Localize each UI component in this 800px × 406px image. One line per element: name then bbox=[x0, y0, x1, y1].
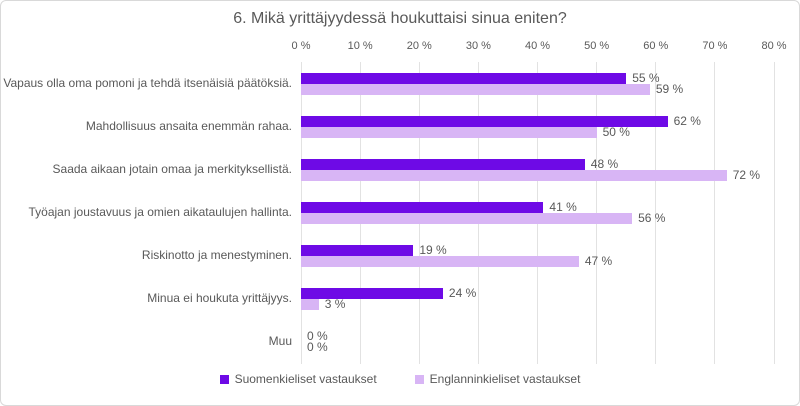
category-label: Mahdollisuus ansaita enemmän rahaa. bbox=[85, 118, 292, 133]
gridline bbox=[773, 62, 775, 364]
chart-row: Riskinotto ja menestyminen. 19 % 47 % bbox=[1, 234, 799, 277]
bar-line: 47 % bbox=[301, 254, 774, 268]
x-axis-tick: 20 % bbox=[406, 40, 432, 52]
row-plot: 55 % 59 % bbox=[301, 71, 774, 96]
value-label: 41 % bbox=[549, 200, 577, 214]
chart-row: Saada aikaan jotain omaa ja merkityksell… bbox=[1, 148, 799, 191]
bar-series-0 bbox=[301, 244, 414, 256]
value-label: 55 % bbox=[632, 71, 660, 85]
bar-line: 0 % bbox=[301, 340, 774, 354]
bar-series-0 bbox=[301, 115, 668, 127]
value-label: 47 % bbox=[584, 254, 613, 268]
bar-series-1 bbox=[301, 169, 727, 181]
x-axis-tick: 80 % bbox=[761, 40, 787, 52]
bar-line: 59 % bbox=[301, 82, 774, 96]
bar-line: 56 % bbox=[301, 211, 774, 225]
legend-label: Suomenkieliset vastaukset bbox=[234, 372, 377, 386]
value-label: 0 % bbox=[307, 340, 328, 354]
row-plot: 62 % 50 % bbox=[301, 114, 774, 139]
legend: Suomenkieliset vastaukset Englanninkielis… bbox=[1, 372, 799, 386]
bar-series-0 bbox=[301, 287, 443, 299]
row-plot: 48 % 72 % bbox=[301, 157, 774, 182]
bar-series-1 bbox=[301, 212, 633, 224]
legend-swatch bbox=[414, 374, 424, 384]
bar-series-1 bbox=[301, 255, 579, 267]
bar-series-1 bbox=[301, 126, 597, 138]
chart-row: Minua ei houkuta yrittäjyys. 24 % 3 % bbox=[1, 277, 799, 320]
legend-item: Suomenkieliset vastaukset bbox=[219, 372, 377, 386]
value-label: 0 % bbox=[307, 329, 328, 343]
bar-series-1 bbox=[301, 83, 650, 95]
value-label: 72 % bbox=[732, 168, 761, 182]
row-plot: 19 % 47 % bbox=[301, 243, 774, 268]
row-plot: 0 % 0 % bbox=[301, 329, 774, 354]
value-label: 56 % bbox=[638, 211, 666, 225]
chart-title: 6. Mikä yrittäjyydessä houkuttaisi sinua… bbox=[233, 10, 567, 27]
bar-series-1 bbox=[301, 298, 319, 310]
x-axis-tick: 50 % bbox=[584, 40, 610, 52]
row-plot: 41 % 56 % bbox=[301, 200, 774, 225]
category-label: Muu bbox=[268, 333, 292, 348]
category-label: Työajan joustavuus ja omien aikataulujen… bbox=[28, 204, 292, 219]
bar-line: 55 % bbox=[301, 71, 774, 85]
x-axis-tick: 10 % bbox=[347, 40, 373, 52]
category-label: Vapaus olla oma pomoni ja tehdä itsenäis… bbox=[3, 75, 292, 90]
x-axis-tick: 30 % bbox=[465, 40, 491, 52]
chart-row: Työajan joustavuus ja omien aikataulujen… bbox=[1, 191, 799, 234]
x-axis-tick: 40 % bbox=[524, 40, 551, 52]
value-label: 24 % bbox=[448, 286, 477, 300]
chart-row: Vapaus olla oma pomoni ja tehdä itsenäis… bbox=[1, 62, 799, 105]
value-label: 62 % bbox=[673, 114, 701, 128]
bar-line: 50 % bbox=[301, 125, 774, 139]
bar-series-0 bbox=[301, 158, 585, 170]
value-label: 59 % bbox=[655, 82, 684, 96]
legend-swatch bbox=[219, 374, 229, 384]
legend-item: Englanninkieliset vastaukset bbox=[414, 372, 581, 386]
legend-label: Englanninkieliset vastaukset bbox=[429, 372, 581, 386]
x-axis-tick: 0 % bbox=[291, 40, 311, 52]
x-axis: 0 % 10 % 20 % 30 % 40 % 50 % 60 % 70 % 80 % bbox=[292, 40, 787, 54]
gridline bbox=[655, 62, 657, 364]
chart-row: Mahdollisuus ansaita enemmän rahaa. 62 % 5… bbox=[1, 105, 799, 148]
gridline bbox=[714, 62, 716, 364]
x-axis-tick: 60 % bbox=[643, 40, 669, 52]
bar-series-0 bbox=[301, 72, 627, 84]
category-label: Riskinotto ja menestyminen. bbox=[141, 247, 292, 262]
value-label: 3 % bbox=[324, 297, 346, 311]
bar-line: 62 % bbox=[301, 114, 774, 128]
x-axis-tick: 70 % bbox=[702, 40, 728, 52]
value-label: 19 % bbox=[419, 243, 447, 257]
value-label: 48 % bbox=[590, 157, 619, 171]
bar-line: 48 % bbox=[301, 157, 774, 171]
bar-line: 24 % bbox=[301, 286, 774, 300]
chart-row: Muu 0 % 0 % bbox=[1, 320, 799, 363]
row-plot: 24 % 3 % bbox=[301, 286, 774, 311]
bar-line: 41 % bbox=[301, 200, 774, 214]
chart-rows: Vapaus olla oma pomoni ja tehdä itsenäis… bbox=[1, 62, 799, 363]
bar-line: 0 % bbox=[301, 329, 774, 343]
bar-line: 19 % bbox=[301, 243, 774, 257]
category-label: Saada aikaan jotain omaa ja merkityksell… bbox=[52, 161, 292, 176]
category-label: Minua ei houkuta yrittäjyys. bbox=[147, 290, 292, 305]
bar-line: 3 % bbox=[301, 297, 774, 311]
bar-series-0 bbox=[301, 201, 544, 213]
bar-line: 72 % bbox=[301, 168, 774, 182]
value-label: 50 % bbox=[602, 125, 630, 139]
